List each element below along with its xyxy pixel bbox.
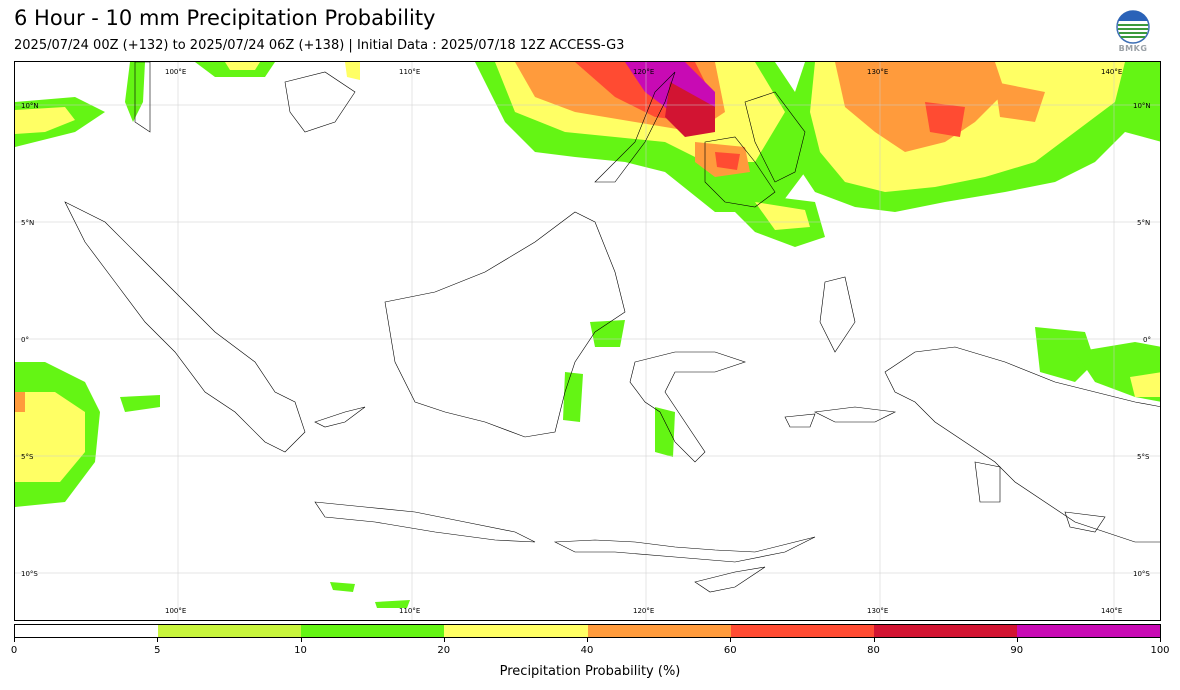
colorbar-tick bbox=[873, 638, 875, 642]
colorbar-tick bbox=[730, 638, 732, 642]
precipitation-map[interactable]: 100°E 110°E 120°E 130°E 140°E 100°E 110°… bbox=[14, 61, 1161, 621]
logo-text: BMKG bbox=[1118, 44, 1148, 53]
lon-label-top: 140°E bbox=[1101, 68, 1122, 76]
colorbar-segment bbox=[444, 625, 588, 637]
colorbar-segment bbox=[1016, 625, 1160, 637]
lon-label-top: 130°E bbox=[867, 68, 888, 76]
lat-label-right: 5°N bbox=[1137, 219, 1150, 227]
lon-label-bottom: 130°E bbox=[867, 607, 888, 615]
colorbar-tick-label: 20 bbox=[437, 645, 451, 656]
colorbar bbox=[14, 624, 1161, 638]
colorbar-tick bbox=[1016, 638, 1018, 642]
colorbar-tick-label: 40 bbox=[580, 645, 594, 656]
lon-label-bottom: 100°E bbox=[165, 607, 186, 615]
lat-label-left: 10°S bbox=[21, 570, 38, 578]
lon-label-top: 100°E bbox=[165, 68, 186, 76]
colorbar-tick bbox=[443, 638, 445, 642]
lon-label-bottom: 110°E bbox=[399, 607, 420, 615]
map-title: 6 Hour - 10 mm Precipitation Probability bbox=[14, 6, 436, 30]
lon-label-top: 120°E bbox=[633, 68, 654, 76]
colorbar-tick-label: 60 bbox=[723, 645, 737, 656]
lat-label-right: 5°S bbox=[1137, 453, 1150, 461]
colorbar-tick bbox=[14, 638, 15, 642]
coordinate-labels: 100°E 110°E 120°E 130°E 140°E 100°E 110°… bbox=[21, 68, 1151, 615]
colorbar-tick bbox=[1160, 638, 1161, 642]
lat-label-left: 5°S bbox=[21, 453, 34, 461]
graticule bbox=[15, 62, 1160, 620]
lat-label-left: 0° bbox=[21, 336, 29, 344]
lon-label-bottom: 120°E bbox=[633, 607, 654, 615]
colorbar-tick-label: 90 bbox=[1010, 645, 1024, 656]
colorbar-tick bbox=[157, 638, 159, 642]
colorbar-segment bbox=[730, 625, 874, 637]
colorbar-segment bbox=[873, 625, 1017, 637]
lat-label-right: 0° bbox=[1143, 336, 1151, 344]
lat-label-right: 10°N bbox=[1133, 102, 1151, 110]
lat-label-right: 10°S bbox=[1133, 570, 1150, 578]
colorbar-segment bbox=[301, 625, 445, 637]
lon-label-bottom: 140°E bbox=[1101, 607, 1122, 615]
map-subtitle: 2025/07/24 00Z (+132) to 2025/07/24 06Z … bbox=[14, 38, 625, 53]
precipitation-shading bbox=[15, 62, 1160, 608]
colorbar-segment bbox=[15, 625, 159, 637]
colorbar-tick-label: 5 bbox=[154, 645, 161, 656]
colorbar-tick-label: 100 bbox=[1150, 645, 1170, 656]
colorbar-segment bbox=[158, 625, 302, 637]
colorbar-tick-label: 0 bbox=[10, 645, 18, 656]
lat-label-left: 5°N bbox=[21, 219, 34, 227]
bmkg-logo-icon bbox=[1116, 10, 1150, 44]
colorbar-tick-label: 10 bbox=[294, 645, 307, 656]
lon-label-top: 110°E bbox=[399, 68, 420, 76]
colorbar-label: Precipitation Probability (%) bbox=[499, 664, 681, 679]
colorbar-segment bbox=[587, 625, 731, 637]
colorbar-tick bbox=[587, 638, 588, 642]
colorbar-tick-label: 80 bbox=[867, 645, 880, 656]
lat-label-left: 10°N bbox=[21, 102, 39, 110]
colorbar-tick bbox=[300, 638, 302, 642]
coastlines bbox=[64, 62, 1160, 593]
map-canvas: 100°E 110°E 120°E 130°E 140°E 100°E 110°… bbox=[15, 62, 1160, 620]
